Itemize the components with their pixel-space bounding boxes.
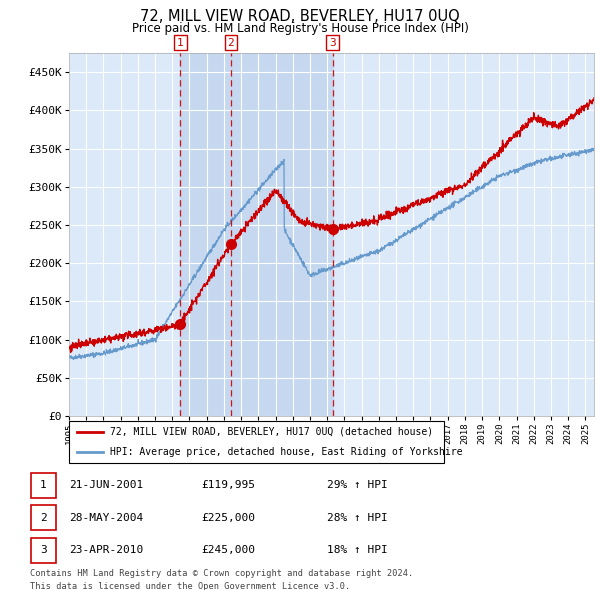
Text: 2: 2 <box>40 513 47 523</box>
Text: £225,000: £225,000 <box>201 513 255 523</box>
Text: 18% ↑ HPI: 18% ↑ HPI <box>327 545 388 555</box>
Bar <box>181 53 332 416</box>
Text: 21-JUN-2001: 21-JUN-2001 <box>69 480 143 490</box>
Text: 2: 2 <box>227 38 235 48</box>
Text: 28% ↑ HPI: 28% ↑ HPI <box>327 513 388 523</box>
FancyBboxPatch shape <box>69 421 444 463</box>
Text: 72, MILL VIEW ROAD, BEVERLEY, HU17 0UQ: 72, MILL VIEW ROAD, BEVERLEY, HU17 0UQ <box>140 9 460 24</box>
Text: 1: 1 <box>40 480 47 490</box>
FancyBboxPatch shape <box>31 473 56 498</box>
Text: 3: 3 <box>329 38 336 48</box>
Text: 1: 1 <box>177 38 184 48</box>
Text: 28-MAY-2004: 28-MAY-2004 <box>69 513 143 523</box>
FancyBboxPatch shape <box>31 505 56 530</box>
Text: HPI: Average price, detached house, East Riding of Yorkshire: HPI: Average price, detached house, East… <box>110 447 463 457</box>
Text: £119,995: £119,995 <box>201 480 255 490</box>
FancyBboxPatch shape <box>31 537 56 563</box>
Text: 3: 3 <box>40 545 47 555</box>
Text: 23-APR-2010: 23-APR-2010 <box>69 545 143 555</box>
Text: Price paid vs. HM Land Registry's House Price Index (HPI): Price paid vs. HM Land Registry's House … <box>131 22 469 35</box>
Text: £245,000: £245,000 <box>201 545 255 555</box>
Text: This data is licensed under the Open Government Licence v3.0.: This data is licensed under the Open Gov… <box>30 582 350 590</box>
Text: 29% ↑ HPI: 29% ↑ HPI <box>327 480 388 490</box>
Text: 72, MILL VIEW ROAD, BEVERLEY, HU17 0UQ (detached house): 72, MILL VIEW ROAD, BEVERLEY, HU17 0UQ (… <box>110 427 433 437</box>
Text: Contains HM Land Registry data © Crown copyright and database right 2024.: Contains HM Land Registry data © Crown c… <box>30 569 413 578</box>
